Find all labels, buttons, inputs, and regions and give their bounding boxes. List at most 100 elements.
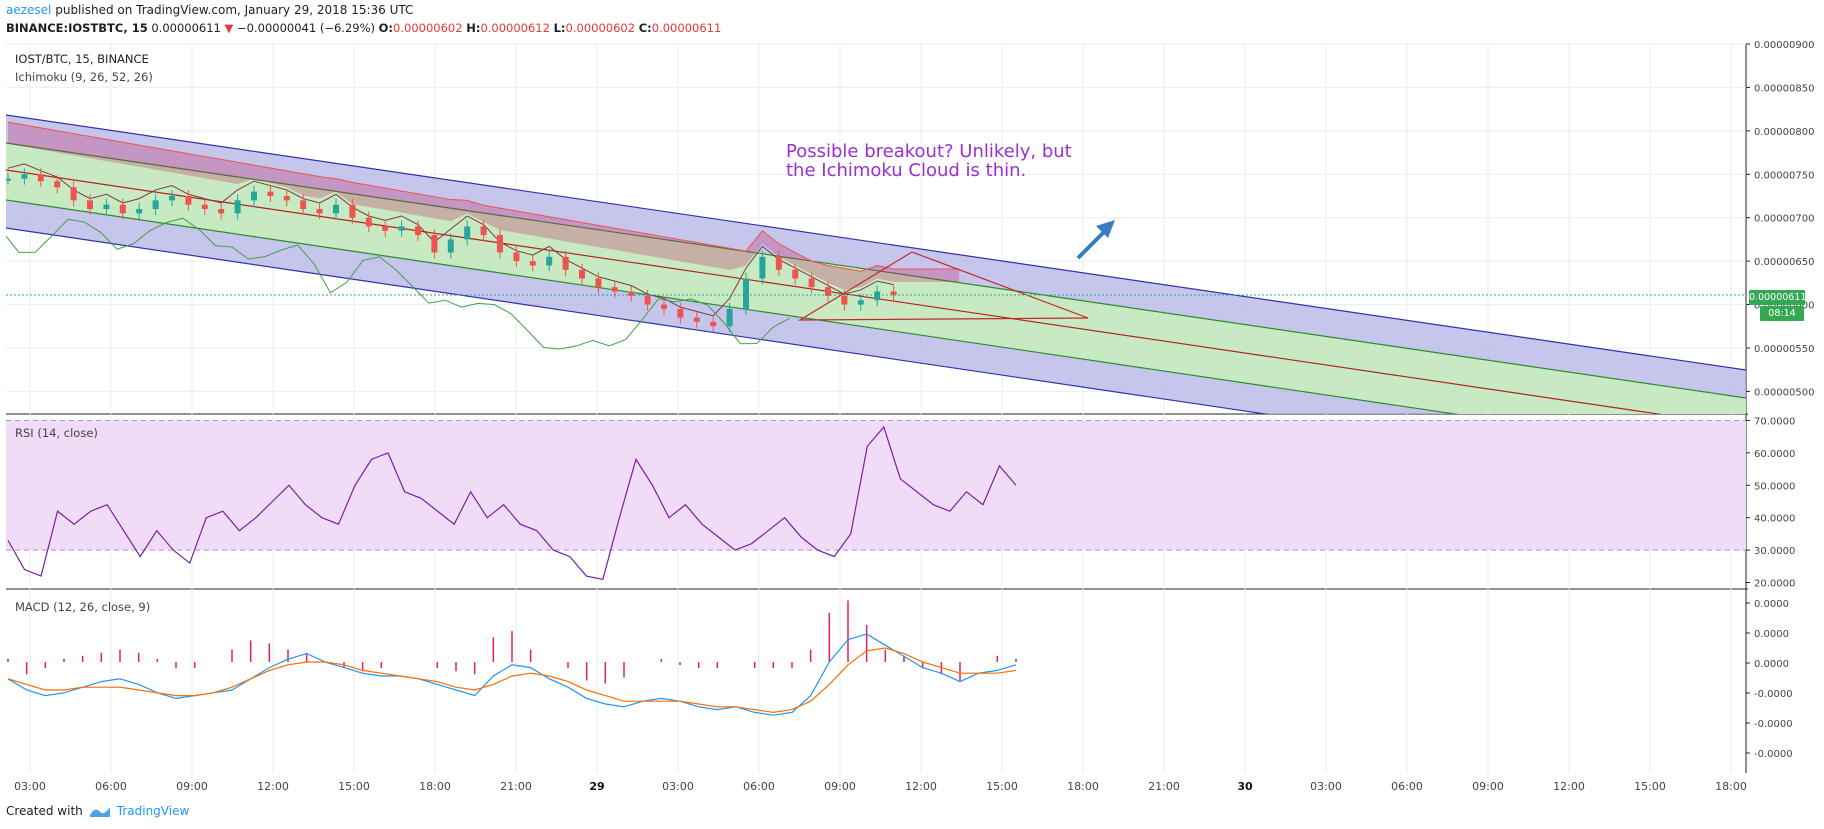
regression-channel [6,114,1746,414]
candle [693,317,700,322]
arrow-head-icon [1096,220,1115,238]
candle [382,226,389,231]
publish-line: aezesel published on TradingView.com, Ja… [6,3,413,17]
x-tick-label: 15:00 [1634,780,1666,793]
open-value: 0.00000602 [393,21,463,35]
rsi-tick-label: 60.0000 [1754,449,1795,460]
open-label: O: [378,21,394,35]
x-tick-label: 09:00 [1472,780,1504,793]
macd-line [7,633,1017,716]
rsi-band [6,420,1746,551]
candle [628,291,635,296]
candle [283,195,290,201]
y-tick-label: 0.00000700 [1754,214,1814,225]
high-label: H: [466,21,481,35]
annotation-line-2: the Ichimoku Cloud is thin. [786,160,1027,181]
close-value: 0.00000611 [651,21,722,35]
rsi-label[interactable]: RSI (14, close) [15,426,98,440]
candle [808,278,815,288]
macd-tick-label: 0.0000 [1754,659,1789,670]
candle [365,217,372,227]
x-tick-label: 18:00 [1715,780,1747,793]
candle [447,239,454,253]
candle [316,209,323,214]
candle [300,200,307,210]
last-price: 0.00000611 [151,21,221,35]
y-tick-label: 0.00000800 [1754,127,1814,138]
candle [890,291,897,296]
candle [841,295,848,305]
annotation-text[interactable]: Possible breakout? Unlikely, but the Ich… [786,142,1072,180]
candle [103,204,110,210]
candle [398,226,405,231]
candle [857,300,864,305]
candle [37,174,44,182]
x-tick-label: 12:00 [257,780,289,793]
x-tick-label: 03:00 [1310,780,1342,793]
macd-tick-label: -0.0000 [1754,749,1793,760]
rsi-tick-label: 20.0000 [1754,579,1795,590]
signal-line [7,647,1017,714]
low-label: L: [553,21,566,35]
candle [480,226,487,236]
x-tick-label: 21:00 [500,780,532,793]
candle [743,278,749,309]
candle [497,235,503,253]
candle [546,256,553,266]
candle [6,178,11,181]
candle [464,226,471,240]
candle [251,191,257,201]
macd-tick-label: 0.0000 [1754,599,1789,610]
ichimoku-label[interactable]: Ichimoku (9, 26, 52, 26) [15,70,153,84]
candle [431,235,438,253]
x-tick-label: 06:00 [1391,780,1423,793]
annotation-line-1: Possible breakout? Unlikely, but [786,141,1072,162]
candle [579,269,585,279]
candle [70,187,77,201]
y-tick-label: 0.00000650 [1754,257,1814,268]
high-value: 0.00000612 [480,21,550,35]
candle [792,269,799,279]
created-with-label: Created with [6,804,83,818]
candle [21,174,28,179]
candle [677,308,684,318]
y-tick-label: 0.00000500 [1754,387,1814,398]
y-tick-label: 0.00000750 [1754,170,1814,181]
candle [529,261,536,266]
y-tick-label: 0.00000900 [1754,40,1814,51]
candle [595,278,602,288]
tradingview-link[interactable]: TradingView [116,804,190,818]
x-tick-label: 06:00 [95,780,127,793]
candle [759,256,766,279]
x-tick-label: 03:00 [662,780,694,793]
chikou-line [6,217,790,350]
macd-tick-label: -0.0000 [1754,689,1793,700]
x-tick-label: 18:00 [419,780,451,793]
footer: Created with TradingView [6,804,189,818]
x-tick-label: 15:00 [338,780,370,793]
senkou-span-a [7,121,960,272]
tradingview-logo-icon [89,807,110,817]
x-tick-label: 09:00 [176,780,208,793]
candle [185,195,192,205]
author-link[interactable]: aezesel [6,3,52,17]
price-change: −0.00000041 (−6.29%) [237,21,375,35]
macd-label[interactable]: MACD (12, 26, close, 9) [15,600,151,614]
candle [234,200,241,214]
channel-line [6,227,1270,414]
macd-tick-label: -0.0000 [1754,719,1793,730]
x-tick-label: 12:00 [905,780,937,793]
candle [661,304,667,309]
main-pane-title: IOST/BTC, 15, BINANCE [15,52,149,66]
macd-tick-label: 0.0000 [1754,629,1789,640]
rsi-tick-label: 70.0000 [1754,416,1795,427]
rsi-line [7,425,1017,580]
x-tick-label: 06:00 [743,780,775,793]
publish-info: published on TradingView.com, January 29… [55,3,414,17]
x-tick-label: 15:00 [986,780,1018,793]
x-tick-label: 30 [1237,780,1253,793]
down-arrow-icon: ▼ [224,21,234,35]
candle [349,204,356,218]
candle [710,321,717,327]
